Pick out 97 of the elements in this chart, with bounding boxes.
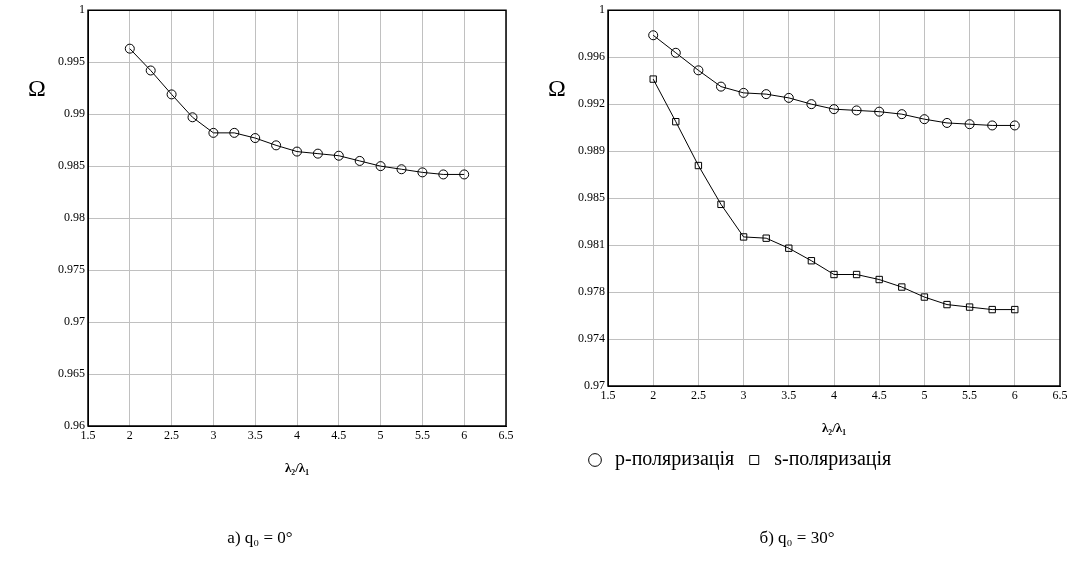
point [1011, 305, 1019, 314]
x-tick-label: 3.5 [781, 388, 797, 403]
point [943, 300, 951, 309]
x-axis-title: λ₂/λ₁ [284, 459, 310, 475]
point [739, 233, 748, 241]
x-tick-label: 4.5 [871, 388, 887, 403]
x-tick-label: 2.5 [690, 388, 706, 403]
x-tick-label: 6.5 [498, 428, 514, 443]
y-tick-label: 0.989 [578, 143, 605, 158]
point [354, 155, 365, 166]
point [417, 167, 428, 178]
y-tick-label: 0.985 [578, 190, 605, 205]
y-tick-label: 0.995 [58, 54, 85, 69]
legend-label: p-поляризація [615, 447, 735, 471]
y-tick-label: 0.965 [58, 366, 85, 381]
point [459, 169, 470, 180]
point [717, 200, 725, 209]
point [738, 87, 749, 98]
x-tick-label: 2 [650, 388, 657, 403]
point [438, 169, 449, 180]
point [987, 120, 998, 131]
point [166, 89, 177, 100]
x-tick-label: 5.5 [962, 388, 978, 403]
point [396, 164, 407, 175]
point [896, 109, 907, 120]
x-tick-label: 4 [294, 428, 300, 443]
y-tick-label: 0.996 [578, 49, 605, 64]
x-tick-label: 5 [921, 388, 928, 403]
x-tick-label: 1.5 [80, 428, 96, 443]
point [229, 127, 240, 138]
x-tick-label: 6 [461, 428, 468, 443]
x-tick-label: 6 [1011, 388, 1018, 403]
point [716, 81, 726, 92]
x-tick-label: 5.5 [414, 428, 430, 443]
x-tick-label: 5 [377, 428, 384, 443]
x-tick-label: 3 [740, 388, 747, 403]
point [187, 112, 198, 123]
point [145, 65, 156, 76]
point [851, 105, 862, 116]
y-tick-label: 0.992 [578, 96, 605, 111]
point [762, 234, 770, 242]
y-tick-label: 0.975 [58, 262, 85, 277]
point [783, 92, 794, 103]
point [920, 293, 929, 301]
text: б) q₀ = 30° [758, 528, 836, 548]
y-tick-label: 0.99 [64, 106, 85, 121]
point [1009, 120, 1020, 131]
point [694, 161, 703, 170]
x-axis-title: λ₂/λ₁ [821, 419, 847, 435]
point [693, 65, 704, 76]
point [942, 117, 952, 128]
point [375, 161, 386, 172]
x-tick-label: 2.5 [164, 428, 180, 443]
point [761, 89, 772, 100]
point [333, 150, 344, 161]
y-axis-title: Ω [28, 75, 46, 102]
point [271, 140, 282, 151]
y-tick-label: 0.97 [64, 314, 85, 329]
point [875, 275, 883, 284]
point [965, 303, 974, 311]
point [919, 114, 930, 125]
point [670, 47, 681, 58]
y-tick-label: 1 [79, 2, 85, 17]
y-tick-label: 0.981 [578, 237, 605, 252]
y-tick-label: 0.98 [64, 210, 85, 225]
x-tick-label: 3 [210, 428, 217, 443]
point [785, 244, 793, 252]
x-tick-label: 4 [831, 388, 837, 403]
point [124, 43, 135, 54]
point [829, 104, 839, 115]
y-axis-title: Ω [548, 75, 566, 102]
point [964, 119, 975, 130]
point [649, 75, 657, 83]
y-tick-label: 0.974 [578, 331, 605, 346]
point [672, 118, 680, 126]
point [807, 257, 816, 265]
point [806, 99, 817, 110]
x-tick-label: 2 [126, 428, 133, 443]
point [852, 270, 861, 279]
y-tick-label: 1 [599, 2, 605, 17]
point [874, 106, 885, 117]
x-tick-label: 3.5 [247, 428, 263, 443]
point [648, 30, 659, 41]
x-tick-label: 1.5 [600, 388, 616, 403]
x-tick-label: 4.5 [331, 428, 347, 443]
text: а) q₀ = 0° [226, 528, 294, 548]
point [250, 133, 261, 144]
point [830, 270, 838, 279]
point [208, 127, 219, 138]
point [988, 305, 996, 314]
y-tick-label: 0.978 [578, 284, 605, 299]
point [312, 148, 323, 159]
x-tick-label: 6.5 [1052, 388, 1068, 403]
legend-label: s-поляризація [774, 447, 892, 471]
point [292, 146, 302, 157]
y-tick-label: 0.985 [58, 158, 85, 173]
point [898, 283, 906, 291]
